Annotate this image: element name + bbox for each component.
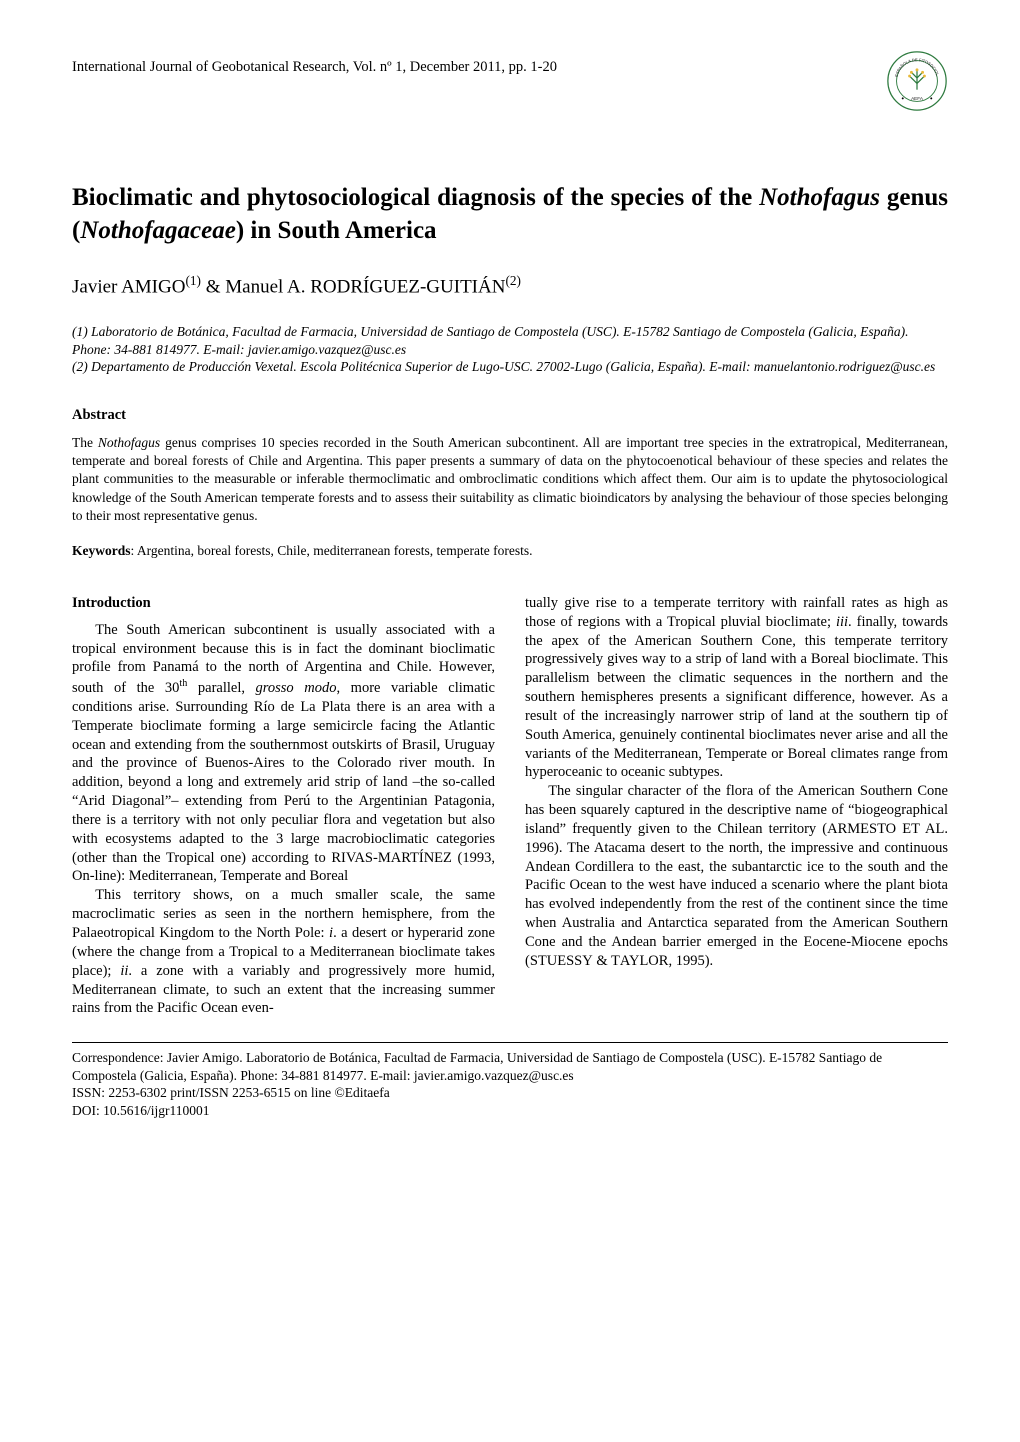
keywords-label: Keywords — [72, 543, 131, 558]
two-column-body: Introduction The South American subconti… — [72, 594, 948, 1018]
article-title: Bioclimatic and phytosociological diagno… — [72, 182, 948, 247]
affiliations: (1) Laboratorio de Botánica, Facultad de… — [72, 323, 948, 376]
svg-text:AEFA: AEFA — [911, 96, 924, 101]
page-header-row: International Journal of Geobotanical Re… — [72, 58, 948, 112]
introduction-heading: Introduction — [72, 594, 495, 613]
footer-correspondence: Correspondence: Javier Amigo. Laboratori… — [72, 1049, 948, 1119]
abstract-heading: Abstract — [72, 406, 948, 424]
journal-header: International Journal of Geobotanical Re… — [72, 58, 557, 76]
footer-divider — [72, 1042, 948, 1043]
keywords-text: : Argentina, boreal forests, Chile, medi… — [131, 543, 533, 558]
right-column: tually give rise to a temperate territor… — [525, 594, 948, 1018]
abstract-text: The Nothofagus genus comprises 10 specie… — [72, 434, 948, 525]
right-column-text: tually give rise to a temperate territor… — [525, 594, 948, 971]
keywords-line: Keywords: Argentina, boreal forests, Chi… — [72, 543, 948, 560]
left-column-text: The South American subcontinent is usual… — [72, 621, 495, 1019]
left-column: Introduction The South American subconti… — [72, 594, 495, 1018]
authors: Javier AMIGO(1) & Manuel A. RODRÍGUEZ-GU… — [72, 273, 948, 299]
aefa-logo-icon: ESPAÑOLA DE FITOSOCIOL. AEFA — [886, 50, 948, 112]
